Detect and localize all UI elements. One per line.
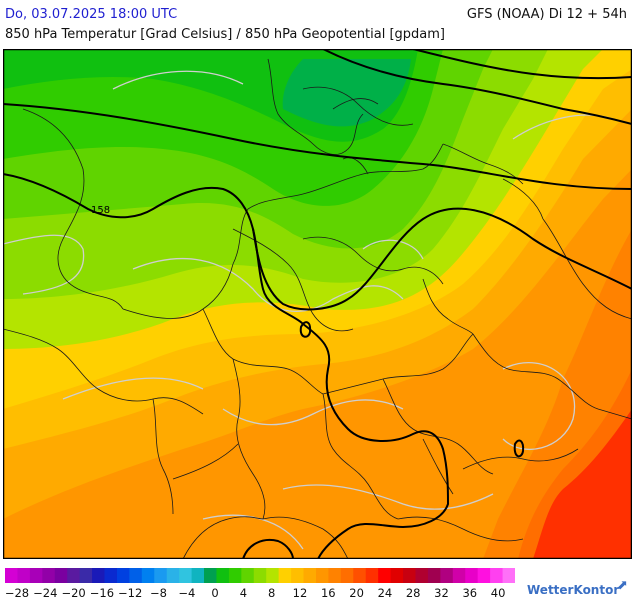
scale-tick-label: −28 <box>4 586 30 600</box>
scale-swatch <box>141 568 155 583</box>
scale-swatch <box>403 568 417 583</box>
scale-tick-label: 20 <box>349 586 364 600</box>
model-run: GFS (NOAA) Di 12 + 54h <box>466 7 627 22</box>
scale-swatch <box>129 568 143 583</box>
scale-tick-label: 8 <box>268 586 276 600</box>
color-scale <box>5 568 515 583</box>
scale-swatch <box>477 568 491 583</box>
scale-swatch <box>340 568 354 583</box>
scale-swatch <box>228 568 242 583</box>
scale-swatch <box>328 568 342 583</box>
scale-swatch <box>415 568 429 583</box>
brand-logo-text: WetterKontor <box>527 583 620 597</box>
scale-tick-label: 16 <box>320 586 336 600</box>
scale-swatch <box>204 568 218 583</box>
scale-swatch <box>465 568 479 583</box>
scale-swatch <box>378 568 392 583</box>
geopotential-contours <box>3 49 632 559</box>
scale-swatch <box>452 568 466 583</box>
scale-swatch <box>365 568 379 583</box>
brand-logo-icon: ⬈ <box>617 578 628 593</box>
map-frame <box>3 49 632 559</box>
scale-tick-label: −12 <box>118 586 143 600</box>
scale-swatch <box>92 568 106 583</box>
scale-swatch <box>216 568 230 583</box>
scale-tick-label: −24 <box>33 586 58 600</box>
scale-swatch <box>54 568 68 583</box>
scale-swatch <box>79 568 93 583</box>
scale-swatch <box>5 568 19 583</box>
scale-tick-label: −4 <box>178 586 196 600</box>
valid-time: Do, 03.07.2025 18:00 UTC <box>5 7 178 22</box>
scale-swatch <box>29 568 43 583</box>
scale-tick-label: 4 <box>239 586 248 600</box>
scale-tick-label: −8 <box>150 586 167 600</box>
scale-tick-label: 40 <box>490 586 506 600</box>
scale-tick-label: 24 <box>377 586 393 600</box>
scale-swatch <box>67 568 81 583</box>
scale-swatch <box>253 568 267 583</box>
scale-tick-label: 32 <box>434 586 449 600</box>
scale-swatch <box>502 568 515 583</box>
contour-label-158: 158 <box>91 205 110 216</box>
scale-swatch <box>191 568 205 583</box>
scale-swatch <box>241 568 255 583</box>
scale-swatch <box>278 568 292 583</box>
country-borders <box>3 58 632 559</box>
scale-swatch <box>17 568 31 583</box>
scale-tick-label: 0 <box>211 586 219 600</box>
scale-swatch <box>266 568 280 583</box>
map-title: 850 hPa Temperatur [Grad Celsius] / 850 … <box>5 27 446 42</box>
scale-swatch <box>303 568 317 583</box>
scale-tick-label: −16 <box>89 586 115 600</box>
scale-swatch <box>291 568 305 583</box>
scale-swatch <box>440 568 454 583</box>
scale-swatch <box>353 568 367 583</box>
scale-swatch <box>427 568 441 583</box>
scale-tick-label: −20 <box>61 586 86 600</box>
scale-swatch <box>154 568 168 583</box>
scale-swatch <box>116 568 130 583</box>
color-scale-labels: −28 −24 −20 −16 −12 −8 −4 0 4 8 12 16 20 24 28 32 36 40 <box>5 586 525 600</box>
scale-tick-label: 12 <box>292 586 308 600</box>
scale-swatch <box>390 568 404 583</box>
scale-swatch <box>179 568 193 583</box>
temperature-map[interactable]: 158 <box>3 49 632 559</box>
temp-band-2 <box>282 59 411 127</box>
temp-band-26 <box>533 409 632 559</box>
scale-swatch <box>490 568 504 583</box>
scale-swatch <box>315 568 330 583</box>
scale-swatch <box>104 568 118 583</box>
scale-swatch <box>166 568 180 583</box>
scale-tick-label: 36 <box>462 586 478 600</box>
scale-tick-label: 28 <box>405 586 421 600</box>
scale-swatch <box>42 568 56 583</box>
